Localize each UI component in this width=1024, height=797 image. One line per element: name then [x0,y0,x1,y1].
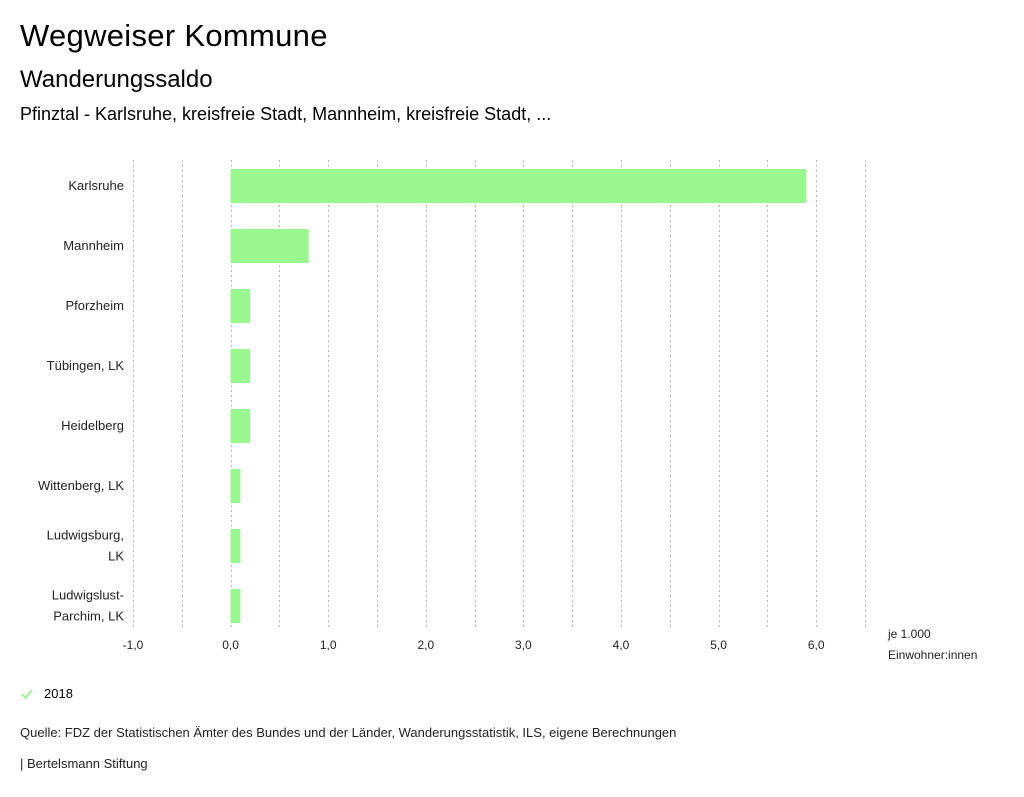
x-tick-label: 4,0 [613,638,630,652]
bar[interactable] [230,349,251,383]
category-label: Wittenberg, LK [38,478,124,493]
page-title: Wegweiser Kommune [20,18,328,53]
bar[interactable] [230,469,241,503]
category-label: Tübingen, LK [47,358,125,373]
check-icon [21,688,33,700]
category-label: Karlsruhe [68,178,124,193]
x-tick-label: 2,0 [417,638,434,652]
x-tick-label: 3,0 [515,638,532,652]
category-label: Heidelberg [61,418,124,433]
x-axis-unit-label: je 1.000 Einwohner:innen [887,627,977,662]
x-tick-label: 0,0 [222,638,239,652]
x-tick-label: -1,0 [123,638,144,652]
category-label: Ludwigslust-Parchim, LK [52,588,125,624]
category-label: Mannheim [63,238,124,253]
bar[interactable] [230,169,807,203]
grid-lines [133,160,866,630]
chart-subtitle: Wanderungssaldo [20,66,213,93]
bar[interactable] [230,229,309,263]
legend-label: 2018 [44,686,73,701]
legend[interactable]: 2018 [20,686,73,701]
bar[interactable] [230,589,241,623]
x-tick-labels: -1,0 0,0 1,0 2,0 3,0 4,0 5,0 6,0 [123,638,825,652]
bar-chart: Karlsruhe Mannheim Pforzheim Tübingen, LK He… [38,160,977,662]
region-label: Pfinztal - Karlsruhe, kreisfreie Stadt, … [20,104,552,124]
brand-label: | Bertelsmann Stiftung [20,756,148,771]
bar[interactable] [230,289,251,323]
x-tick-label: 5,0 [710,638,727,652]
category-labels: Karlsruhe Mannheim Pforzheim Tübingen, LK He… [38,178,124,624]
category-label: Ludwigsburg, LK [47,528,125,564]
source-note: Quelle: FDZ der Statistischen Ämter des … [20,725,677,740]
x-tick-label: 6,0 [808,638,825,652]
bar[interactable] [230,409,251,443]
bars [230,169,807,623]
x-tick-label: 1,0 [320,638,337,652]
category-label: Pforzheim [65,298,124,313]
bar[interactable] [230,529,241,563]
